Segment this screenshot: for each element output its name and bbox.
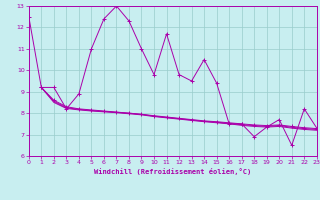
X-axis label: Windchill (Refroidissement éolien,°C): Windchill (Refroidissement éolien,°C): [94, 168, 252, 175]
